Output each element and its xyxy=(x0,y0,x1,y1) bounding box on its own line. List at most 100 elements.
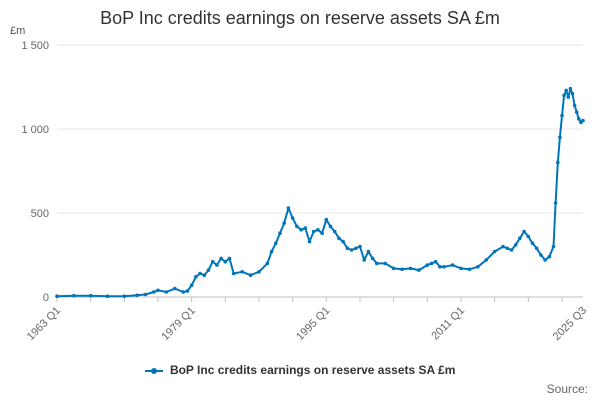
data-point[interactable] xyxy=(206,268,211,272)
data-point[interactable] xyxy=(566,95,571,99)
data-point[interactable] xyxy=(577,117,581,121)
data-point[interactable] xyxy=(55,294,59,299)
y-axis-ticks: 0 500 1 000 1 500 xyxy=(21,40,49,304)
data-point[interactable] xyxy=(366,249,371,254)
data-point[interactable] xyxy=(278,231,282,235)
data-point[interactable] xyxy=(391,266,396,271)
series-line[interactable] xyxy=(56,87,584,298)
data-point[interactable] xyxy=(223,259,228,264)
data-point[interactable] xyxy=(400,267,404,272)
data-point[interactable] xyxy=(408,266,413,271)
data-point[interactable] xyxy=(543,258,547,262)
data-point[interactable] xyxy=(143,292,148,297)
data-point[interactable] xyxy=(358,244,362,249)
data-point[interactable] xyxy=(383,261,388,266)
data-point[interactable] xyxy=(526,234,531,239)
data-point[interactable] xyxy=(354,246,358,251)
data-point[interactable] xyxy=(476,265,480,269)
data-point[interactable] xyxy=(311,229,316,234)
data-point[interactable] xyxy=(198,271,202,276)
data-point[interactable] xyxy=(88,293,93,298)
legend[interactable]: BoP Inc credits earnings on reserve asse… xyxy=(0,363,600,377)
data-point[interactable] xyxy=(562,93,566,98)
data-point[interactable] xyxy=(362,258,367,262)
data-point[interactable] xyxy=(513,243,518,247)
data-point[interactable] xyxy=(328,224,333,229)
data-point[interactable] xyxy=(105,294,110,299)
data-point[interactable] xyxy=(295,224,299,229)
data-point[interactable] xyxy=(173,286,177,291)
data-point[interactable] xyxy=(307,239,312,244)
data-point[interactable] xyxy=(72,293,76,298)
data-point[interactable] xyxy=(484,258,489,262)
data-point[interactable] xyxy=(530,241,535,245)
data-point[interactable] xyxy=(574,110,579,114)
data-point[interactable] xyxy=(438,265,442,269)
data-point[interactable] xyxy=(556,160,560,165)
data-point[interactable] xyxy=(560,113,564,118)
data-point[interactable] xyxy=(568,86,573,91)
data-point[interactable] xyxy=(189,283,194,288)
data-point[interactable] xyxy=(290,216,295,220)
data-point[interactable] xyxy=(459,266,463,271)
data-point[interactable] xyxy=(429,261,434,266)
data-point[interactable] xyxy=(349,248,354,252)
data-point[interactable] xyxy=(572,103,577,108)
data-point[interactable] xyxy=(156,288,160,293)
data-point[interactable] xyxy=(345,246,350,251)
data-point[interactable] xyxy=(215,263,219,267)
data-point[interactable] xyxy=(539,253,543,257)
data-point[interactable] xyxy=(370,256,375,261)
y-tick-label: 500 xyxy=(31,208,49,220)
data-point[interactable] xyxy=(375,261,379,266)
data-point[interactable] xyxy=(332,229,337,234)
data-point[interactable] xyxy=(282,221,287,225)
data-point[interactable] xyxy=(564,88,568,93)
data-point[interactable] xyxy=(522,229,526,234)
data-point[interactable] xyxy=(501,244,505,249)
data-point[interactable] xyxy=(551,244,556,249)
data-point[interactable] xyxy=(210,259,215,264)
data-point[interactable] xyxy=(518,236,522,240)
data-point[interactable] xyxy=(553,201,558,205)
data-point[interactable] xyxy=(558,135,562,140)
data-point[interactable] xyxy=(299,228,303,232)
data-point[interactable] xyxy=(181,290,185,294)
data-point[interactable] xyxy=(269,249,274,254)
data-point[interactable] xyxy=(286,206,291,210)
data-point[interactable] xyxy=(534,246,539,251)
data-point[interactable] xyxy=(240,270,244,274)
data-point[interactable] xyxy=(303,226,308,230)
data-point[interactable] xyxy=(194,275,198,279)
data-point[interactable] xyxy=(152,290,156,294)
data-point[interactable] xyxy=(450,263,455,267)
data-point[interactable] xyxy=(320,231,324,235)
data-point[interactable] xyxy=(324,217,329,222)
data-point[interactable] xyxy=(227,256,232,261)
data-point[interactable] xyxy=(547,254,552,259)
data-point[interactable] xyxy=(257,270,261,274)
data-point[interactable] xyxy=(570,91,575,96)
data-point[interactable] xyxy=(185,289,190,293)
data-point[interactable] xyxy=(509,248,514,252)
data-point[interactable] xyxy=(219,256,223,261)
data-point[interactable] xyxy=(265,261,270,266)
data-point[interactable] xyxy=(248,273,253,278)
data-point[interactable] xyxy=(202,273,207,278)
data-point[interactable] xyxy=(231,271,236,276)
data-point[interactable] xyxy=(505,246,510,251)
data-point[interactable] xyxy=(164,290,169,294)
data-point[interactable] xyxy=(467,267,472,272)
data-point[interactable] xyxy=(417,268,421,272)
data-point[interactable] xyxy=(316,228,320,232)
data-point[interactable] xyxy=(492,249,497,254)
data-point[interactable] xyxy=(122,294,127,299)
data-point[interactable] xyxy=(135,293,139,298)
data-point[interactable] xyxy=(425,263,430,267)
data-point[interactable] xyxy=(442,265,446,269)
data-point[interactable] xyxy=(433,259,438,264)
data-point[interactable] xyxy=(274,241,278,245)
data-point[interactable] xyxy=(581,118,585,123)
data-point[interactable] xyxy=(341,239,345,244)
data-point[interactable] xyxy=(337,236,341,240)
